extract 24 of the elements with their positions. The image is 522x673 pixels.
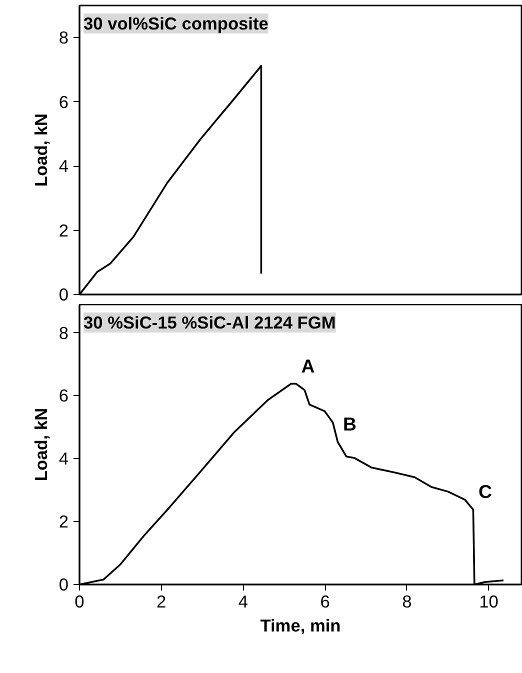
y-tick-label: 4 [58,156,69,176]
y-tick-label: 8 [58,322,69,343]
y-tick-label: 2 [58,512,69,532]
y-axis-title: Load, kN [30,408,51,482]
x-axis-title: Time, min [260,616,341,636]
y-tick-label: 6 [58,386,69,406]
x-tick-label: 2 [156,592,166,612]
y-tick-label: 0 [58,574,69,594]
y-tick-label: 8 [58,28,69,48]
x-tick-label: 10 [479,592,498,612]
x-tick-label: 4 [238,592,248,612]
annotation: C [478,481,492,502]
annotation: A [301,355,315,376]
y-tick-label: 0 [58,284,69,304]
y-tick-label: 4 [58,448,69,469]
x-tick-label: 6 [320,592,330,612]
x-tick-label: 8 [402,592,412,612]
y-axis-title: Load, kN [30,113,51,187]
text: 30 vol%SiC composite [84,14,269,34]
y-tick-label: 2 [58,220,69,240]
y-tick-label: 6 [58,92,69,112]
text: 30 %SiC-15 %SiC-Al 2124 FGM [84,312,336,332]
annotation: B [343,413,356,434]
x-tick-label: 0 [74,592,84,612]
